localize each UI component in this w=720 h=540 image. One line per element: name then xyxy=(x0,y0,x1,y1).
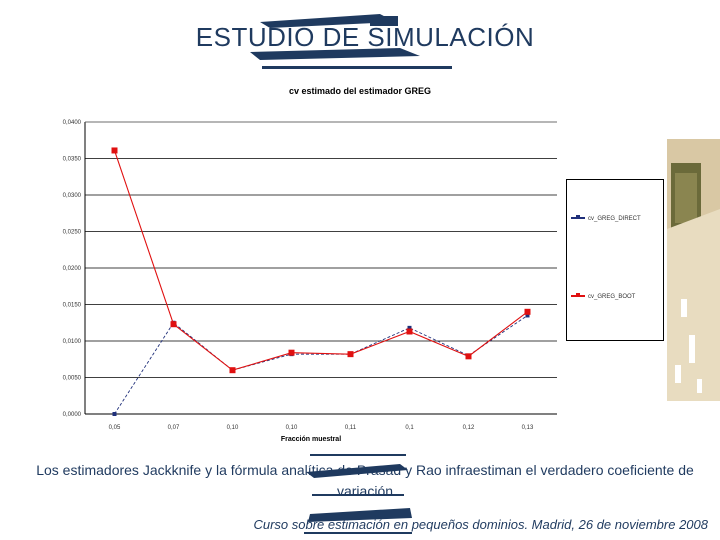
series-line xyxy=(114,315,528,415)
y-tick-label: 0,0000 xyxy=(63,412,82,418)
x-tick-label: 0,10 xyxy=(227,425,239,431)
slide-title: ESTUDIO DE SIMULACIÓN xyxy=(195,22,535,52)
data-point xyxy=(170,321,177,328)
y-tick-label: 0,0200 xyxy=(63,266,82,272)
x-tick-label: 0,10 xyxy=(286,425,298,431)
title-decoration xyxy=(250,14,452,69)
data-point xyxy=(525,313,530,318)
chart-title: cv estimado del estimador GREG xyxy=(288,86,432,96)
y-tick-label: 0,0050 xyxy=(63,376,82,382)
legend-marker-direct xyxy=(571,215,585,220)
y-tick-label: 0,0150 xyxy=(63,303,82,309)
decorative-side-image xyxy=(667,139,720,401)
legend-entry-greg: cv_GREG_BOOT xyxy=(571,293,636,300)
y-tick-label: 0,0250 xyxy=(63,230,82,236)
x-tick-label: 0,13 xyxy=(522,425,534,431)
y-tick-label: 0,0300 xyxy=(63,193,82,199)
chart-legend: cv_GREG_DIRECT cv_GREG_BOOT xyxy=(566,179,664,341)
data-point xyxy=(288,349,295,356)
data-point xyxy=(112,412,117,416)
slide-footer: Curso sobre estimación en pequeños domin… xyxy=(253,517,708,532)
legend-marker-greg xyxy=(571,293,585,298)
x-axis-label: Fracción muestral xyxy=(281,436,341,443)
y-tick-label: 0,0350 xyxy=(63,157,82,163)
x-tick-label: 0,07 xyxy=(168,425,180,431)
x-tick-label: 0,1 xyxy=(405,425,414,431)
series-line xyxy=(113,150,528,371)
legend-label-direct: cv_GREG_DIRECT xyxy=(588,216,641,222)
data-point xyxy=(524,308,531,315)
x-tick-label: 0,12 xyxy=(463,425,475,431)
data-point xyxy=(229,367,236,374)
y-tick-label: 0,0400 xyxy=(63,120,82,126)
data-point xyxy=(407,325,412,330)
x-tick-label: 0,11 xyxy=(345,425,357,431)
legend-label-greg: cv_GREG_BOOT xyxy=(588,294,636,300)
y-tick-label: 0,0100 xyxy=(63,339,82,345)
data-point xyxy=(465,353,472,360)
data-point xyxy=(406,328,413,335)
data-point xyxy=(111,147,118,154)
data-point xyxy=(347,351,354,358)
caption-decoration xyxy=(304,454,412,534)
x-tick-label: 0,05 xyxy=(109,425,121,431)
legend-entry-direct: cv_GREG_DIRECT xyxy=(571,215,641,222)
